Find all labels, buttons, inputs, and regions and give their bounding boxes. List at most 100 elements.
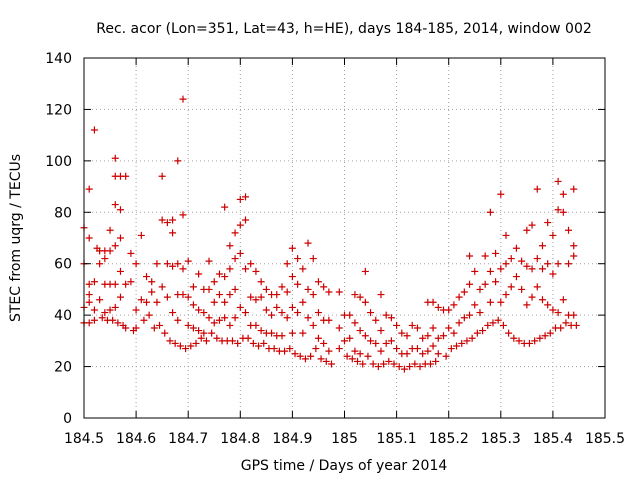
data-point [356,293,364,301]
data-point [189,283,197,291]
data-point [512,273,520,281]
data-point [169,229,177,237]
data-point [257,293,265,301]
data-point [163,219,171,227]
data-point [288,303,296,311]
data-point [554,260,562,268]
data-point [518,285,526,293]
data-point [221,203,229,211]
data-point [565,260,573,268]
data-point [528,221,536,229]
data-point [356,327,364,335]
data-point [262,285,270,293]
data-point [361,298,369,306]
data-point [523,226,531,234]
data-point [174,157,182,165]
data-point [538,265,546,273]
data-point [557,324,565,332]
data-point [481,280,489,288]
y-tick-label: 40 [54,308,72,324]
data-point [210,278,218,286]
data-point [226,242,234,250]
x-tick-label: 184.5 [64,431,104,447]
data-point [226,291,234,299]
data-point [96,296,104,304]
data-point [205,314,213,322]
data-point [486,208,494,216]
data-point [309,321,317,329]
data-point [189,324,197,332]
data-point [169,309,177,317]
data-point [158,216,166,224]
data-point [244,334,252,342]
y-tick-label: 0 [63,411,72,427]
data-point [158,172,166,180]
data-point [247,293,255,301]
data-point [554,177,562,185]
data-point [544,301,552,309]
data-point [473,329,481,337]
data-point [507,255,515,263]
data-point [502,231,510,239]
data-point [143,298,151,306]
data-point [413,324,421,332]
data-point [215,291,223,299]
data-point [85,298,93,306]
y-axis-label: STEC from uqrg / TECUs [8,154,24,322]
data-point [445,324,453,332]
data-point [122,280,130,288]
data-point [570,242,578,250]
data-point [525,339,533,347]
data-point [106,226,114,234]
data-point [377,291,385,299]
data-point [468,334,476,342]
data-point [455,319,463,327]
data-point [111,303,119,311]
data-point [466,311,474,319]
data-point [346,311,354,319]
y-tick-label: 60 [54,257,72,273]
data-point [231,314,239,322]
data-point [242,309,250,317]
data-point [231,285,239,293]
data-point [85,291,93,299]
data-point [192,339,200,347]
data-point [544,219,552,227]
data-point [283,314,291,322]
data-point [512,244,520,252]
data-point [314,309,322,317]
data-point [270,345,278,353]
data-point [156,321,164,329]
data-point [260,339,268,347]
data-point [320,283,328,291]
data-point [252,296,260,304]
data-point [559,296,567,304]
data-point [481,252,489,260]
x-axis-label: GPS time / Days of year 2014 [241,458,448,474]
data-point [570,311,578,319]
data-point [242,216,250,224]
data-point [205,285,213,293]
data-point [262,306,270,314]
data-point [163,260,171,268]
data-point [463,337,471,345]
data-point [327,360,335,368]
data-point [179,95,187,103]
data-point [565,226,573,234]
data-point [304,314,312,322]
data-point [341,337,348,345]
data-point [413,345,421,353]
x-tick-label: 184.6 [116,431,156,447]
y-tick-label: 140 [45,51,72,67]
data-point [236,221,244,229]
data-point [148,288,156,296]
data-point [507,283,515,291]
data-point [299,265,307,273]
data-point [106,306,114,314]
data-point [372,316,380,324]
x-tick-label: 185.4 [533,431,573,447]
data-point [398,329,406,337]
data-point [364,352,372,360]
data-point [257,278,265,286]
data-point [85,319,93,327]
